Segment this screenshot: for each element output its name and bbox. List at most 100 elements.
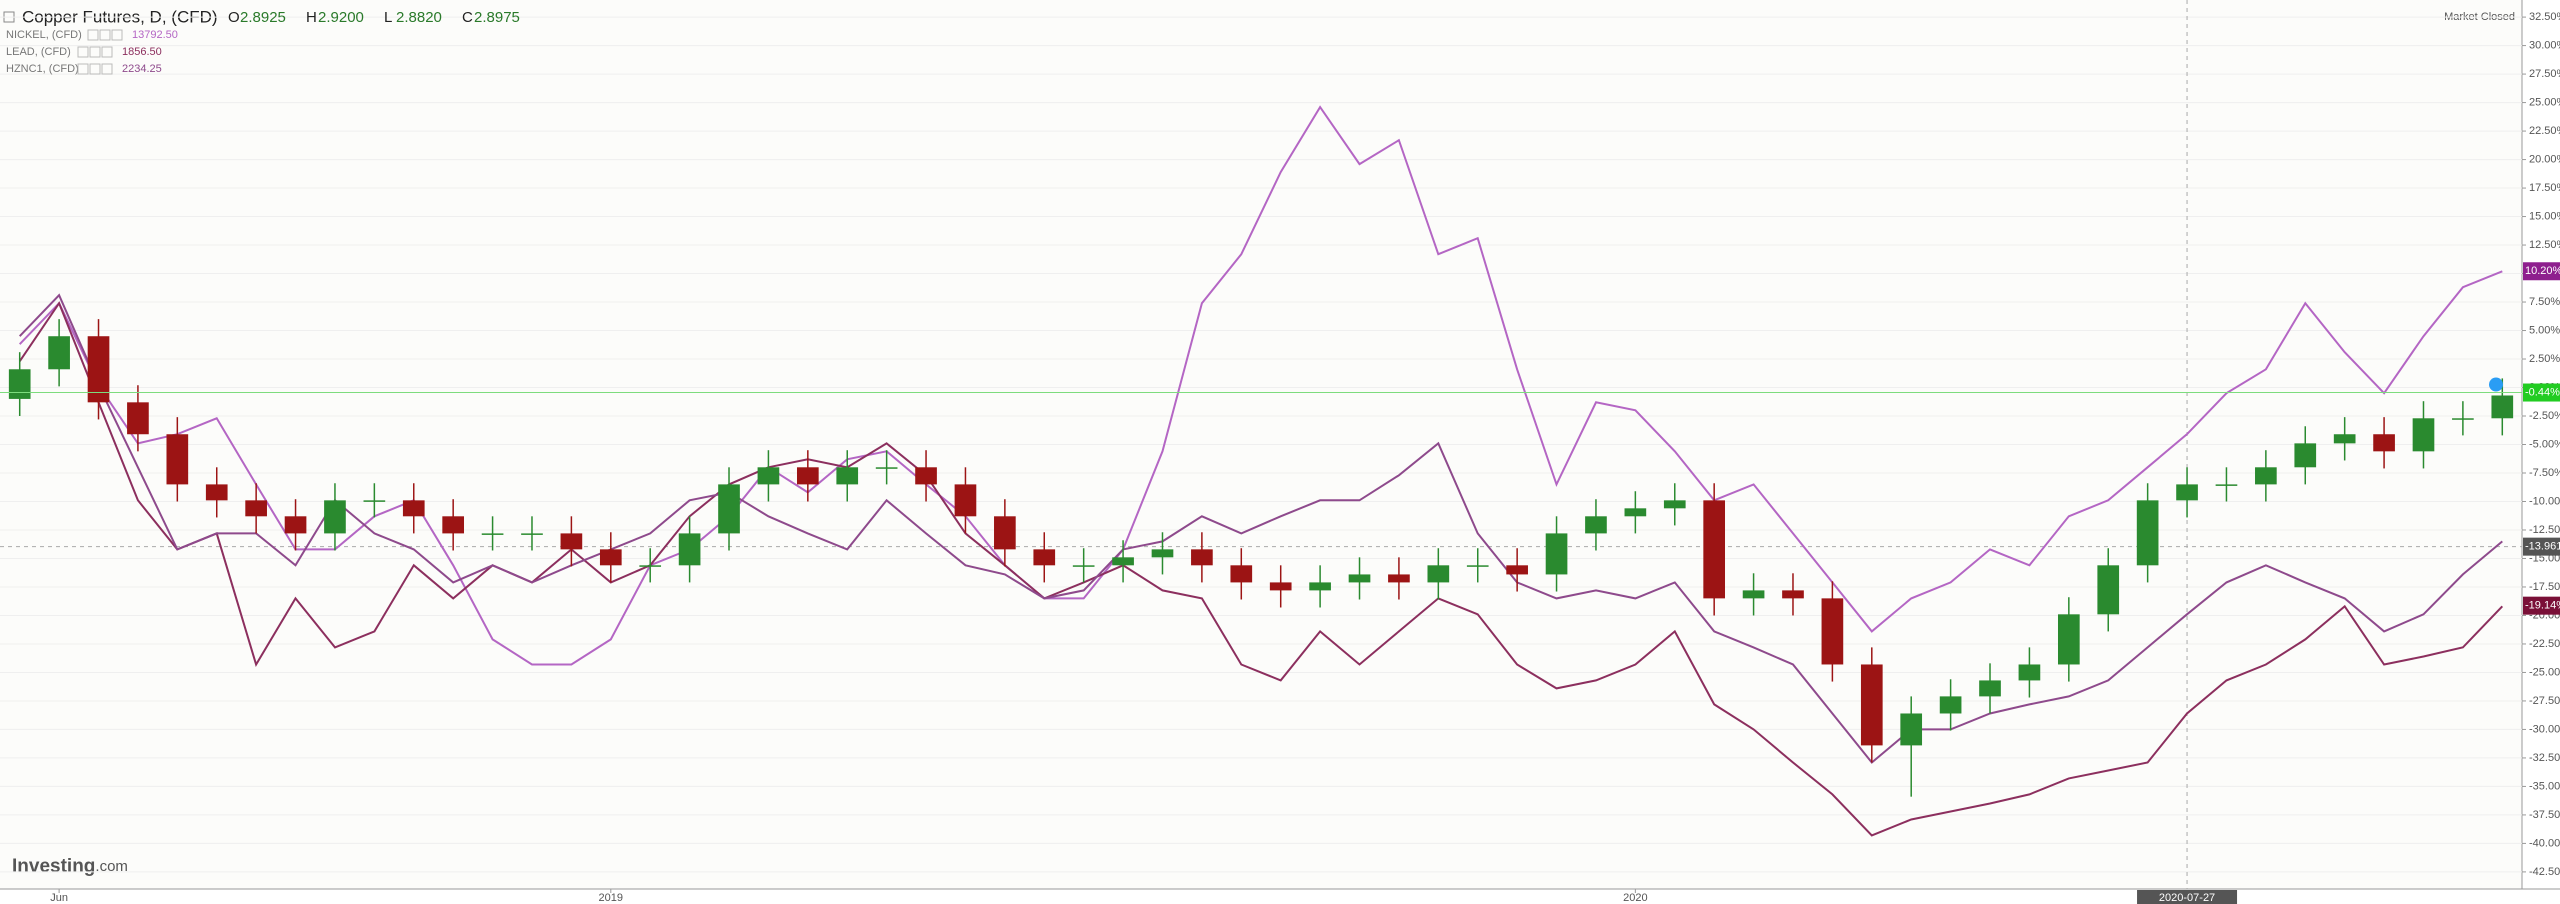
candle-body <box>2333 434 2356 444</box>
y-tick-label: -7.50% <box>2529 467 2560 479</box>
ohlc-letter: O <box>228 9 240 26</box>
candle-body <box>1191 549 1213 566</box>
candle-body <box>1663 500 1686 509</box>
candle-body <box>1072 565 1095 567</box>
candle-body <box>1269 582 1292 591</box>
legend-price: 2234.25 <box>122 63 162 75</box>
candle-body <box>1939 696 1962 714</box>
candle-body <box>2136 500 2159 566</box>
legend-button <box>99 29 111 41</box>
legend-button <box>101 46 113 58</box>
candle-body <box>2097 565 2120 615</box>
last-value-badge <box>2523 383 2560 402</box>
candle-body <box>2176 484 2198 501</box>
last-value-badge-label: -0.44% <box>2525 386 2560 398</box>
candle-body <box>915 467 937 485</box>
legend-button <box>77 46 89 58</box>
ohlc-value: 2.8925 <box>240 9 286 26</box>
ohlc-value: 2.8975 <box>474 9 520 26</box>
last-value-badge-label: 10.20% <box>2525 265 2560 277</box>
brand-name: Investing <box>12 856 95 877</box>
legend-button <box>77 63 89 75</box>
candle-body <box>2452 418 2474 420</box>
candle-body <box>166 434 189 485</box>
crosshair-x-badge <box>2137 890 2238 904</box>
candle-body <box>994 516 1016 550</box>
candle-body <box>284 516 307 534</box>
legend-name: HZNC1, (CFD) <box>6 63 79 75</box>
ohlc-letter: C <box>462 9 473 26</box>
candle-body <box>796 467 819 485</box>
candle-body <box>954 484 977 517</box>
candle-body <box>324 500 346 534</box>
brand: Investing.com <box>12 856 128 877</box>
ohlc-letter: L <box>384 9 392 26</box>
last-value-badge-label: -19.14% <box>2525 600 2560 612</box>
candle-body <box>48 336 70 370</box>
y-tick-label: -40.00% <box>2529 837 2560 849</box>
candle-body <box>2215 484 2238 486</box>
y-tick-label: 15.00% <box>2529 210 2560 222</box>
candle-body <box>1545 533 1568 575</box>
ohlc-value: 2.9200 <box>318 9 364 26</box>
legend-price: 13792.50 <box>132 29 178 41</box>
legend-name: LEAD, (CFD) <box>6 46 71 58</box>
candle-body <box>2412 418 2435 452</box>
brand-suffix: .com <box>95 858 128 875</box>
y-tick-label: -25.00% <box>2529 666 2560 678</box>
legend-price: 1856.50 <box>122 46 162 58</box>
candle-body <box>639 565 662 567</box>
candle-body <box>2057 614 2080 665</box>
alert-icon <box>2489 377 2503 392</box>
candle-body <box>2491 395 2514 419</box>
candle-body <box>1742 590 1765 599</box>
legend-name: NICKEL, (CFD) <box>6 29 82 41</box>
candle-body <box>481 533 504 535</box>
candle-body <box>1230 565 1253 583</box>
candle-body <box>8 369 31 399</box>
candle-body <box>1466 565 1489 567</box>
candle-body <box>1860 664 1883 746</box>
y-tick-label: 2.50% <box>2529 353 2560 365</box>
candle-body <box>402 500 425 517</box>
candle-body <box>1348 574 1371 583</box>
candle-body <box>205 484 228 501</box>
candle-body <box>127 402 149 435</box>
series-line <box>18 105 2503 666</box>
candle-body <box>757 467 780 485</box>
y-tick-label: -17.50% <box>2529 581 2560 593</box>
ohlc-letter: H <box>306 9 317 26</box>
candle-body <box>1979 680 2001 697</box>
candle-body <box>1900 713 1923 746</box>
candle-body <box>87 336 110 403</box>
legend-button <box>87 29 99 41</box>
candle-body <box>1427 565 1450 583</box>
candle-body <box>678 533 701 566</box>
candle-body <box>2294 443 2317 468</box>
candle-body <box>1821 598 1844 665</box>
candle-body <box>1585 516 1607 534</box>
candle-body <box>2373 434 2395 452</box>
candle-body <box>875 467 898 469</box>
last-value-badge <box>2523 262 2560 281</box>
candle-body <box>363 500 386 502</box>
candle-body <box>718 484 740 534</box>
candle-body <box>1033 549 1056 566</box>
candle-body <box>2255 467 2277 485</box>
y-tick-label: 32.50% <box>2529 11 2560 23</box>
y-tick-label: -10.00% <box>2529 495 2560 507</box>
y-tick-label: 27.50% <box>2529 68 2560 80</box>
candle-body <box>599 549 622 566</box>
candle-body <box>1506 565 1528 575</box>
crosshair-y-badge <box>2523 537 2560 556</box>
legend-button <box>101 63 113 75</box>
y-tick-label: -22.50% <box>2529 638 2560 650</box>
candle-body <box>1782 590 1804 599</box>
y-tick-label: -5.00% <box>2529 438 2560 450</box>
y-tick-label: 30.00% <box>2529 39 2560 51</box>
y-tick-label: -35.00% <box>2529 780 2560 792</box>
y-tick-label: 12.50% <box>2529 239 2560 251</box>
y-tick-label: -37.50% <box>2529 809 2560 821</box>
legend-button <box>111 29 123 41</box>
